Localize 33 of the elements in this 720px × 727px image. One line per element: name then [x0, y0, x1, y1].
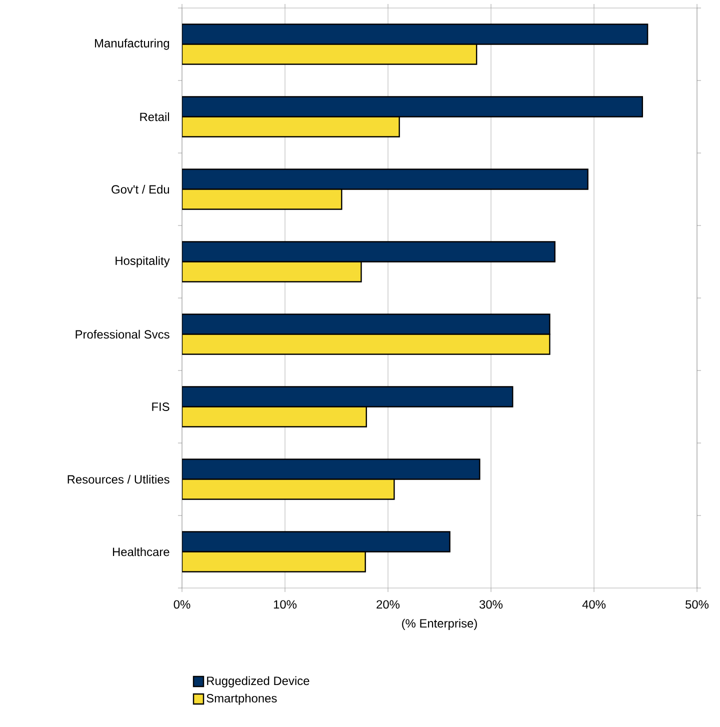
legend-label: Ruggedized Device: [207, 676, 310, 688]
bar: [182, 116, 400, 138]
y-tick-label: Manufacturing: [95, 38, 170, 50]
bar: [182, 241, 556, 262]
bar: [182, 334, 550, 355]
x-tick-label: 40%: [582, 600, 606, 609]
legend-label: Smartphones: [206, 694, 277, 705]
bar: [182, 406, 367, 428]
y-tick-label: Healthcare: [112, 547, 170, 556]
bar: [182, 531, 450, 552]
y-tick-label: Gov't / Edu: [112, 184, 170, 194]
bar: [182, 188, 342, 210]
bar: [182, 24, 648, 45]
y-tick-label: Professional Svcs: [76, 330, 170, 339]
bar: [182, 458, 480, 480]
y-tick-label: Retail: [140, 112, 170, 122]
bar: [182, 261, 362, 282]
bar: [182, 386, 514, 408]
x-tick-label: 10%: [274, 600, 297, 609]
x-axis-title: (% Enterprise): [402, 618, 477, 630]
x-tick-label: 30%: [479, 600, 503, 609]
x-tick-label: 50%: [686, 600, 709, 609]
x-tick-label: 0%: [174, 600, 190, 609]
bar: [182, 44, 478, 65]
bar: [182, 168, 588, 190]
y-tick-label: FIS: [152, 402, 170, 411]
bar: [182, 478, 395, 500]
bar: [182, 96, 644, 118]
y-tick-label: Resources / Utlities: [68, 474, 170, 484]
bar: [182, 314, 550, 335]
bar: [182, 551, 366, 572]
x-tick-label: 20%: [376, 600, 400, 609]
y-tick-label: Hospitality: [116, 256, 170, 268]
